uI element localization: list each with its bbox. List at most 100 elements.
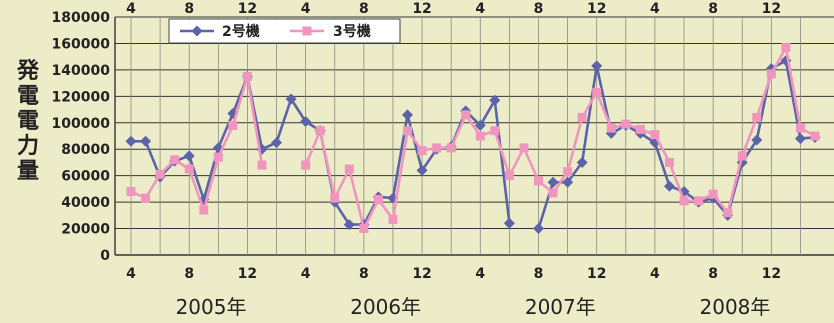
y-tick-label: 140000 [52,63,111,79]
legend-marker [191,25,203,37]
data-point [794,133,806,145]
year-label: 2006年 [350,295,421,319]
data-point [344,164,354,174]
data-point [285,93,297,105]
year-label: 2008年 [700,295,771,319]
x-tick-label-top: 8 [708,1,718,17]
y-tick-label: 160000 [52,36,111,52]
data-point [519,143,529,153]
x-tick-label-bottom: 4 [301,266,311,282]
data-point [402,109,414,121]
data-point [679,196,689,206]
y-tick-labels: 0 20000 40000 60000 80000 100000 120000 140000 1… [52,10,111,264]
data-point [606,123,616,133]
data-point [490,126,500,136]
series-lines [125,42,821,235]
x-tick-label-top: 8 [534,1,544,17]
data-point [737,151,747,161]
data-point [416,164,428,176]
data-point [548,188,558,198]
x-tick-label-bottom: 8 [534,266,544,282]
legend: 2号機 3号機 [168,18,401,44]
x-tick-label-top: 12 [762,1,781,17]
data-point [751,134,763,146]
data-point [242,72,252,81]
data-point [403,126,413,136]
data-point [577,112,587,122]
data-point [343,219,355,231]
data-point [532,223,544,235]
data-point [228,120,238,130]
data-point [592,87,602,97]
series-line [130,75,264,212]
data-point [373,194,383,204]
data-point [461,110,471,120]
year-labels: 2005年 2006年 2007年 2008年 [176,295,771,319]
data-point [576,156,588,168]
data-point [547,176,559,188]
data-point [781,42,791,52]
data-point [300,115,312,127]
x-tick-labels: 4 4 8 8 12 12 4 4 8 8 12 12 4 4 8 8 12 12 4 4 8 8 12 12 [126,1,781,282]
x-tick-label-bottom: 4 [650,266,660,282]
data-point [330,193,340,203]
y-tick-label: 180000 [52,10,111,26]
data-point [126,187,136,197]
data-point [533,176,543,186]
data-point [359,224,369,234]
data-point [635,124,645,134]
x-tick-label-top: 4 [126,1,136,17]
x-tick-label-top: 4 [475,1,485,17]
data-point [155,169,165,179]
series-2 [126,42,820,234]
y-tick-label: 40000 [61,195,110,211]
data-point [125,135,137,147]
x-tick-label-top: 12 [238,1,257,17]
x-tick-label-bottom: 8 [708,266,718,282]
x-tick-label-top: 4 [650,1,660,17]
data-point [766,69,776,79]
data-point [446,143,456,153]
data-point [184,164,194,174]
data-point [650,130,660,140]
x-tick-label-bottom: 4 [475,266,485,282]
data-point [315,126,325,136]
data-point [417,146,427,156]
data-point [140,135,152,147]
data-point [562,176,574,188]
y-tick-label: 0 [100,248,110,264]
data-point [563,167,573,177]
data-point [432,143,442,153]
legend-label: 2号機 [222,23,260,40]
x-tick-label-top: 4 [301,1,311,17]
x-tick-label-bottom: 12 [762,266,781,282]
data-point [795,123,805,133]
x-tick-label-bottom: 8 [184,266,194,282]
x-tick-label-bottom: 8 [359,266,369,282]
data-point [388,214,398,224]
data-point [301,160,311,170]
y-tick-label: 60000 [61,169,110,185]
data-point [475,131,485,141]
y-tick-label: 120000 [52,89,111,105]
data-point [810,131,820,141]
data-point [170,155,180,165]
data-point [708,189,718,199]
legend-label: 3号機 [333,23,371,40]
data-point [723,208,733,218]
data-point [183,150,195,162]
data-point [752,112,762,122]
y-tick-label: 20000 [61,222,110,238]
data-point [694,196,704,206]
legend-marker [302,26,312,36]
data-point [664,157,674,167]
data-point [503,217,515,229]
y-axis-label: 発電電力量 [16,59,40,184]
x-tick-label-top: 12 [587,1,606,17]
data-point [663,180,675,192]
data-point [621,119,631,129]
data-point [199,205,209,215]
data-point [591,60,603,72]
